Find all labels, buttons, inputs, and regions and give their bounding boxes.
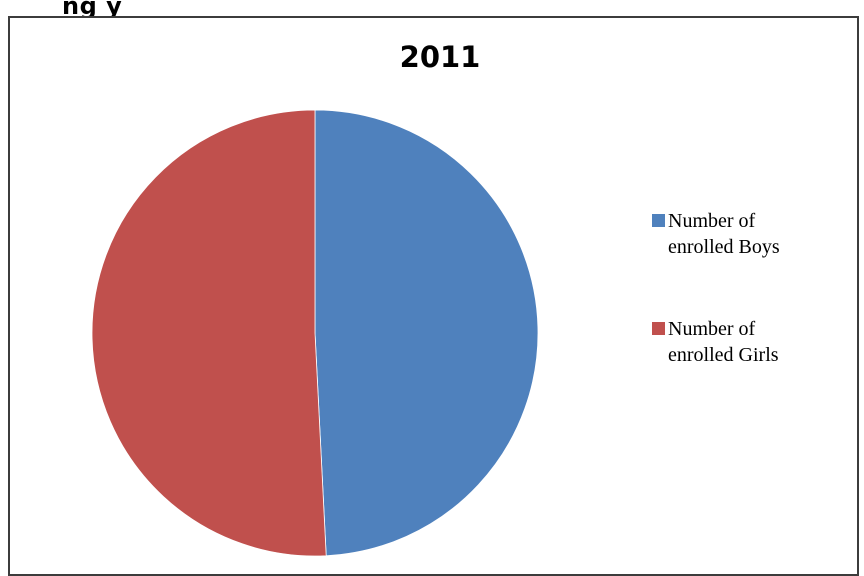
legend-item-boys: Number of enrolled Boys bbox=[652, 208, 818, 260]
chart-title: 2011 bbox=[399, 40, 481, 74]
legend-swatch-boys bbox=[652, 214, 665, 227]
pie-slices bbox=[91, 109, 539, 557]
legend-swatch-girls bbox=[652, 322, 665, 335]
page-heading-fragment: ng y bbox=[62, 0, 123, 20]
legend-label-boys: Number of enrolled Boys bbox=[668, 210, 780, 258]
legend-item-girls: Number of enrolled Girls bbox=[652, 316, 818, 368]
pie-slice-girls bbox=[91, 109, 327, 557]
legend-label-girls: Number of enrolled Girls bbox=[668, 318, 779, 366]
pie-slice-boys bbox=[314, 109, 539, 557]
